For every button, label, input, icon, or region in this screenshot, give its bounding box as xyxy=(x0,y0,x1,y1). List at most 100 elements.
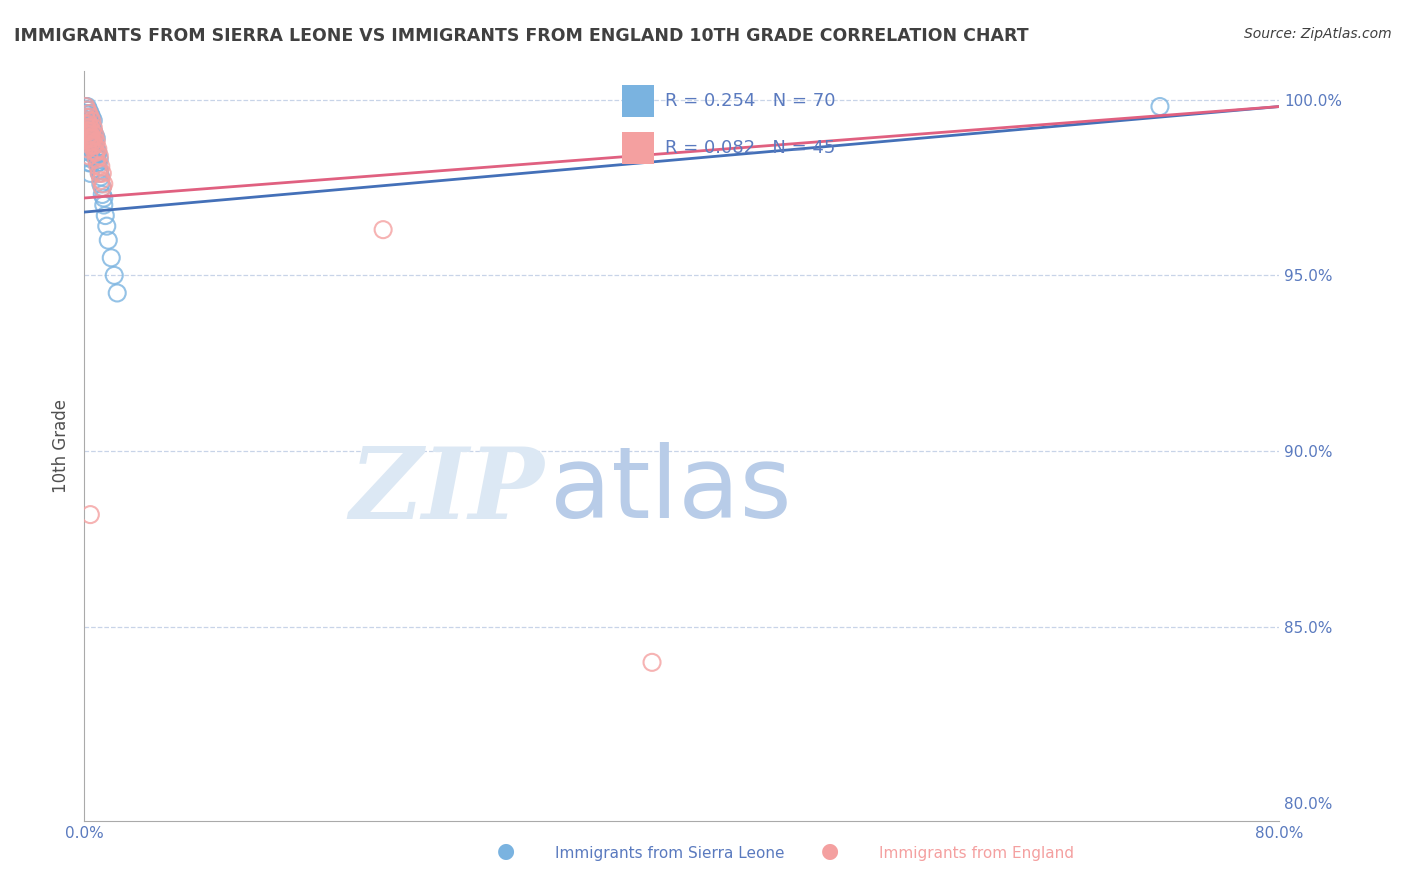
Point xyxy=(76,128,98,142)
Point xyxy=(79,120,101,135)
Point xyxy=(77,117,100,131)
Text: R = 0.254   N = 70: R = 0.254 N = 70 xyxy=(665,93,835,111)
Point xyxy=(87,156,110,170)
Point xyxy=(83,128,105,142)
Point xyxy=(83,149,105,163)
Point xyxy=(83,145,105,160)
Point xyxy=(75,110,97,124)
Text: IMMIGRANTS FROM SIERRA LEONE VS IMMIGRANTS FROM ENGLAND 10TH GRADE CORRELATION C: IMMIGRANTS FROM SIERRA LEONE VS IMMIGRAN… xyxy=(14,27,1029,45)
Point xyxy=(79,110,101,124)
Point xyxy=(86,145,108,160)
Point xyxy=(77,128,100,142)
Text: atlas: atlas xyxy=(551,442,792,540)
Point xyxy=(76,142,98,156)
Point xyxy=(76,124,98,138)
Text: ZIP: ZIP xyxy=(350,442,544,539)
Point xyxy=(77,149,100,163)
Point xyxy=(105,285,128,300)
Point xyxy=(76,131,98,145)
Point xyxy=(80,128,103,142)
Point xyxy=(77,106,100,120)
Point xyxy=(89,153,111,167)
Point xyxy=(79,131,101,145)
Point xyxy=(77,117,100,131)
Point xyxy=(373,222,395,236)
Point xyxy=(80,124,103,138)
Point xyxy=(87,159,110,173)
Point xyxy=(75,99,97,113)
Text: Source: ZipAtlas.com: Source: ZipAtlas.com xyxy=(1244,27,1392,41)
Point xyxy=(79,120,101,135)
Point xyxy=(83,128,105,142)
Text: R = 0.082   N = 45: R = 0.082 N = 45 xyxy=(665,139,835,157)
Point xyxy=(86,131,108,145)
Point xyxy=(80,113,103,128)
Point xyxy=(86,153,108,167)
Point xyxy=(83,145,105,160)
Point xyxy=(76,103,98,117)
Text: ●: ● xyxy=(498,841,515,861)
Bar xyxy=(623,132,654,164)
Point xyxy=(100,251,122,265)
Point xyxy=(89,166,111,180)
Point xyxy=(79,110,101,124)
Point xyxy=(76,113,98,128)
Point xyxy=(91,166,114,180)
Point xyxy=(103,268,125,283)
Point xyxy=(80,110,103,124)
Text: ●: ● xyxy=(821,841,838,861)
Point xyxy=(89,166,111,180)
Point xyxy=(76,117,98,131)
Point xyxy=(79,145,101,160)
Point xyxy=(82,131,104,145)
Point xyxy=(77,128,100,142)
Point xyxy=(90,173,112,187)
Point xyxy=(77,135,100,149)
Point xyxy=(90,177,112,191)
Point xyxy=(79,124,101,138)
Point xyxy=(87,142,110,156)
Point xyxy=(641,656,664,670)
Point xyxy=(93,177,115,191)
Point xyxy=(77,110,100,124)
Point xyxy=(76,106,98,120)
Point xyxy=(76,113,98,128)
Point xyxy=(76,120,98,135)
Point xyxy=(75,106,97,120)
Point xyxy=(75,99,97,113)
Text: Immigrants from Sierra Leone: Immigrants from Sierra Leone xyxy=(555,846,785,861)
Point xyxy=(82,135,104,149)
Point xyxy=(91,180,114,194)
Point xyxy=(90,159,112,173)
Point xyxy=(77,124,100,138)
Point xyxy=(79,508,101,522)
Point xyxy=(79,117,101,131)
Point xyxy=(86,142,108,156)
Point xyxy=(82,138,104,153)
Point xyxy=(76,103,98,117)
Point xyxy=(89,149,111,163)
Point xyxy=(87,156,110,170)
Point xyxy=(79,106,101,120)
Point xyxy=(76,120,98,135)
Point xyxy=(79,166,101,180)
Point xyxy=(77,135,100,149)
Point xyxy=(86,135,108,149)
Point xyxy=(94,209,117,223)
Point xyxy=(82,124,104,138)
Point xyxy=(80,131,103,145)
Bar xyxy=(623,86,654,118)
Text: Immigrants from England: Immigrants from England xyxy=(879,846,1074,861)
Point xyxy=(80,131,103,145)
Point xyxy=(75,120,97,135)
Point xyxy=(79,128,101,142)
Point xyxy=(83,135,105,149)
Point xyxy=(80,135,103,149)
Point xyxy=(83,138,105,153)
Point xyxy=(77,106,100,120)
Point xyxy=(93,191,115,205)
Point xyxy=(79,131,101,145)
Point xyxy=(83,138,105,153)
Point xyxy=(91,187,114,202)
Point xyxy=(79,138,101,153)
